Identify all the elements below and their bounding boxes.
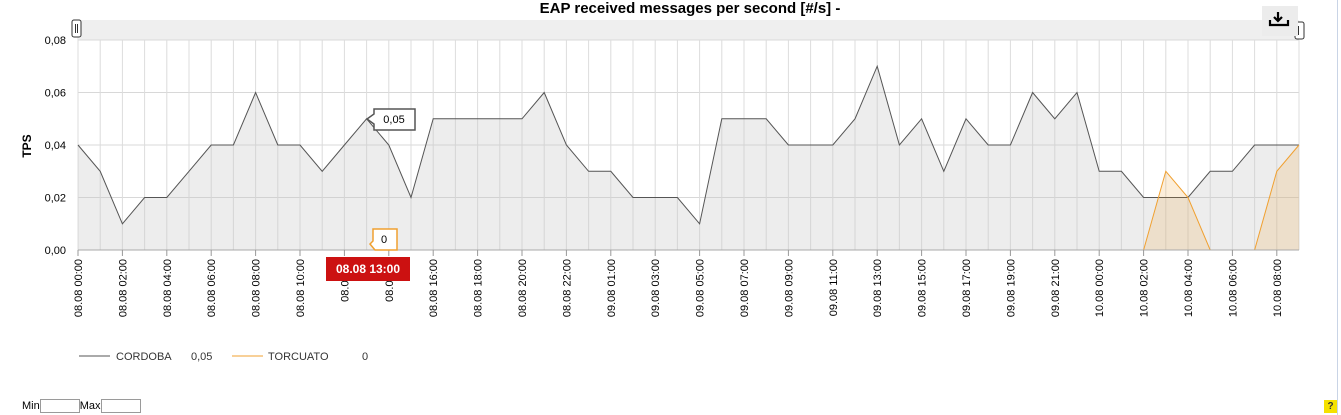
x-crosshair-label: 08.08 13:00 [326, 257, 410, 281]
panel-border [1337, 0, 1338, 415]
y-tick-label: 0,04 [45, 140, 66, 152]
x-tick-label: 08.08 02:00 [117, 259, 129, 317]
help-button[interactable]: ? [1324, 400, 1337, 413]
legend-cordoba-name: CORDOBA [116, 351, 172, 363]
x-tick-label: 09.08 03:00 [650, 259, 662, 317]
download-icon [1268, 12, 1290, 27]
min-max-controls: Min Max [22, 399, 141, 413]
x-tick-label: 09.08 05:00 [695, 259, 707, 317]
max-label: Max [79, 400, 101, 412]
x-tick-label: 09.08 19:00 [1005, 259, 1017, 317]
x-tick-label: 08.08 00:00 [73, 259, 85, 317]
x-tick-label: 08.08 10:00 [295, 259, 307, 317]
x-tick-label: 10.08 04:00 [1183, 259, 1195, 317]
x-tick-label: 09.08 15:00 [917, 259, 929, 317]
x-tick-label: 09.08 17:00 [961, 259, 973, 317]
chart-title: EAP received messages per second [#/s] - [540, 0, 841, 17]
y-axis-label: TPS [20, 134, 34, 157]
tooltip-torcuato: 0 [368, 228, 398, 251]
x-tick-label: 09.08 13:00 [872, 259, 884, 317]
legend-item-torcuato[interactable]: TORCUATO 0 [232, 351, 368, 363]
x-tick-label: 08.08 04:00 [162, 259, 174, 317]
tooltip-torcuato-value: 0 [381, 234, 387, 246]
series-area-cordoba [78, 66, 1299, 250]
navigator-handle-left[interactable] [71, 19, 82, 38]
x-tick-label: 10.08 08:00 [1272, 259, 1284, 317]
legend-torcuato-name: TORCUATO [268, 351, 329, 363]
tooltip-cordoba: 0,05 [365, 108, 416, 131]
x-tick-label: 09.08 01:00 [606, 259, 618, 317]
x-tick-label: 09.08 09:00 [783, 259, 795, 317]
x-tick-label: 08.08 20:00 [517, 259, 529, 317]
legend-item-cordoba[interactable]: CORDOBA 0,05 [79, 351, 212, 363]
y-tick-label: 0,02 [45, 193, 66, 205]
y-axis-ticks: 0,00 0,02 0,04 0,06 0,08 [45, 35, 66, 257]
x-tick-label: 09.08 11:00 [828, 259, 840, 316]
x-tick-label: 10.08 00:00 [1094, 259, 1106, 317]
series-area-torcuato [78, 145, 1299, 250]
y-tick-label: 0,08 [45, 35, 66, 47]
legend-cordoba-value: 0,05 [191, 351, 212, 363]
x-tick-label: 09.08 21:00 [1050, 259, 1062, 317]
download-button[interactable] [1262, 6, 1298, 36]
x-tick-label: 08.08 16:00 [428, 259, 440, 317]
legend: CORDOBA 0,05 TORCUATO 0 [79, 351, 368, 363]
x-tick-label: 09.08 07:00 [739, 259, 751, 317]
series-layer [77, 64, 1300, 251]
y-tick-label: 0,06 [45, 88, 66, 100]
x-tick-label: 10.08 02:00 [1139, 259, 1151, 317]
min-input[interactable] [39, 399, 80, 413]
x-tick-label: 08.08 18:00 [473, 259, 485, 317]
x-tick-label: 08.08 22:00 [561, 259, 573, 317]
x-crosshair-text: 08.08 13:00 [336, 262, 400, 276]
navigator-strip[interactable] [77, 20, 1299, 40]
x-axis-ticks: 08.08 00:00 08.08 02:00 08.08 04:00 08.08 0… [73, 250, 1284, 317]
max-input[interactable] [100, 399, 141, 413]
x-tick-label: 10.08 06:00 [1227, 259, 1239, 317]
tooltip-cordoba-value: 0,05 [383, 114, 404, 126]
x-tick-label: 08.08 08:00 [251, 259, 263, 317]
legend-torcuato-value: 0 [362, 351, 368, 363]
y-tick-label: 0,00 [45, 245, 66, 257]
min-label: Min [22, 400, 40, 412]
series-line-cordoba [77, 64, 1299, 225]
x-tick-label: 08.08 06:00 [206, 259, 218, 317]
